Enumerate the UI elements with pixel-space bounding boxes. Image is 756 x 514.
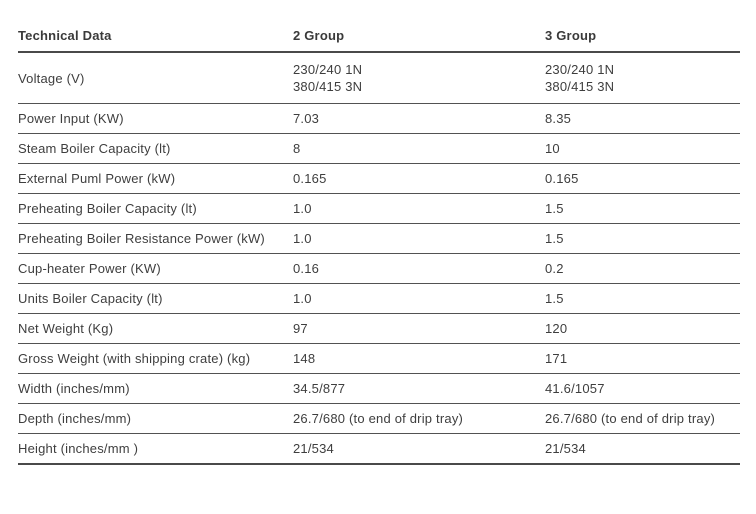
table-row: Preheating Boiler Resistance Power (kW) … bbox=[18, 223, 740, 254]
table-row: Depth (inches/mm) 26.7/680 (to end of dr… bbox=[18, 403, 740, 434]
row-label: Net Weight (Kg) bbox=[18, 313, 293, 344]
row-label: Gross Weight (with shipping crate) (kg) bbox=[18, 343, 293, 374]
row-label: Cup-heater Power (KW) bbox=[18, 253, 293, 284]
row-value-3group: 21/534 bbox=[545, 433, 740, 465]
table-row: Height (inches/mm ) 21/534 21/534 bbox=[18, 433, 740, 465]
row-label: Units Boiler Capacity (lt) bbox=[18, 283, 293, 314]
row-value-2group: 26.7/680 (to end of drip tray) bbox=[293, 403, 545, 434]
table-row: Steam Boiler Capacity (lt) 8 10 bbox=[18, 133, 740, 164]
row-value-3group: 8.35 bbox=[545, 103, 740, 134]
row-value-3group: 120 bbox=[545, 313, 740, 344]
table-row: Preheating Boiler Capacity (lt) 1.0 1.5 bbox=[18, 193, 740, 224]
row-label: Power Input (KW) bbox=[18, 103, 293, 134]
row-value-2group: 230/240 1N 380/415 3N bbox=[293, 52, 545, 104]
row-value-2group: 1.0 bbox=[293, 283, 545, 314]
row-value-3group: 0.2 bbox=[545, 253, 740, 284]
row-value-2group: 1.0 bbox=[293, 193, 545, 224]
row-label: Width (inches/mm) bbox=[18, 373, 293, 404]
row-value-2group: 0.165 bbox=[293, 163, 545, 194]
row-value-2group: 148 bbox=[293, 343, 545, 374]
row-value-2group: 0.16 bbox=[293, 253, 545, 284]
table-row: External Puml Power (kW) 0.165 0.165 bbox=[18, 163, 740, 194]
row-value-3group: 171 bbox=[545, 343, 740, 374]
row-value-3group: 41.6/1057 bbox=[545, 373, 740, 404]
technical-data-table: Technical Data 2 Group 3 Group Voltage (… bbox=[18, 19, 740, 465]
row-value-2group: 8 bbox=[293, 133, 545, 164]
row-value-3group: 1.5 bbox=[545, 223, 740, 254]
row-value-3group: 1.5 bbox=[545, 193, 740, 224]
row-value-3group: 1.5 bbox=[545, 283, 740, 314]
row-label: Preheating Boiler Capacity (lt) bbox=[18, 193, 293, 224]
row-value-3group: 230/240 1N 380/415 3N bbox=[545, 52, 740, 104]
table-row: Power Input (KW) 7.03 8.35 bbox=[18, 103, 740, 134]
row-label: Height (inches/mm ) bbox=[18, 433, 293, 465]
row-label: Depth (inches/mm) bbox=[18, 403, 293, 434]
column-header-3-group: 3 Group bbox=[545, 19, 740, 53]
row-value-2group: 7.03 bbox=[293, 103, 545, 134]
column-header-technical-data: Technical Data bbox=[18, 19, 293, 53]
table-header-row: Technical Data 2 Group 3 Group bbox=[18, 19, 740, 53]
column-header-2-group: 2 Group bbox=[293, 19, 545, 53]
row-value-2group: 97 bbox=[293, 313, 545, 344]
row-value-3group: 0.165 bbox=[545, 163, 740, 194]
row-value-2group: 1.0 bbox=[293, 223, 545, 254]
table-row: Units Boiler Capacity (lt) 1.0 1.5 bbox=[18, 283, 740, 314]
row-label: Steam Boiler Capacity (lt) bbox=[18, 133, 293, 164]
row-value-2group: 21/534 bbox=[293, 433, 545, 465]
table-row: Cup-heater Power (KW) 0.16 0.2 bbox=[18, 253, 740, 284]
table-row: Net Weight (Kg) 97 120 bbox=[18, 313, 740, 344]
row-label: External Puml Power (kW) bbox=[18, 163, 293, 194]
row-value-2group: 34.5/877 bbox=[293, 373, 545, 404]
row-label: Preheating Boiler Resistance Power (kW) bbox=[18, 223, 293, 254]
row-label: Voltage (V) bbox=[18, 52, 293, 104]
table-row: Width (inches/mm) 34.5/877 41.6/1057 bbox=[18, 373, 740, 404]
row-value-3group: 26.7/680 (to end of drip tray) bbox=[545, 403, 740, 434]
row-value-3group: 10 bbox=[545, 133, 740, 164]
table-row: Voltage (V) 230/240 1N 380/415 3N 230/24… bbox=[18, 52, 740, 104]
table-row: Gross Weight (with shipping crate) (kg) … bbox=[18, 343, 740, 374]
